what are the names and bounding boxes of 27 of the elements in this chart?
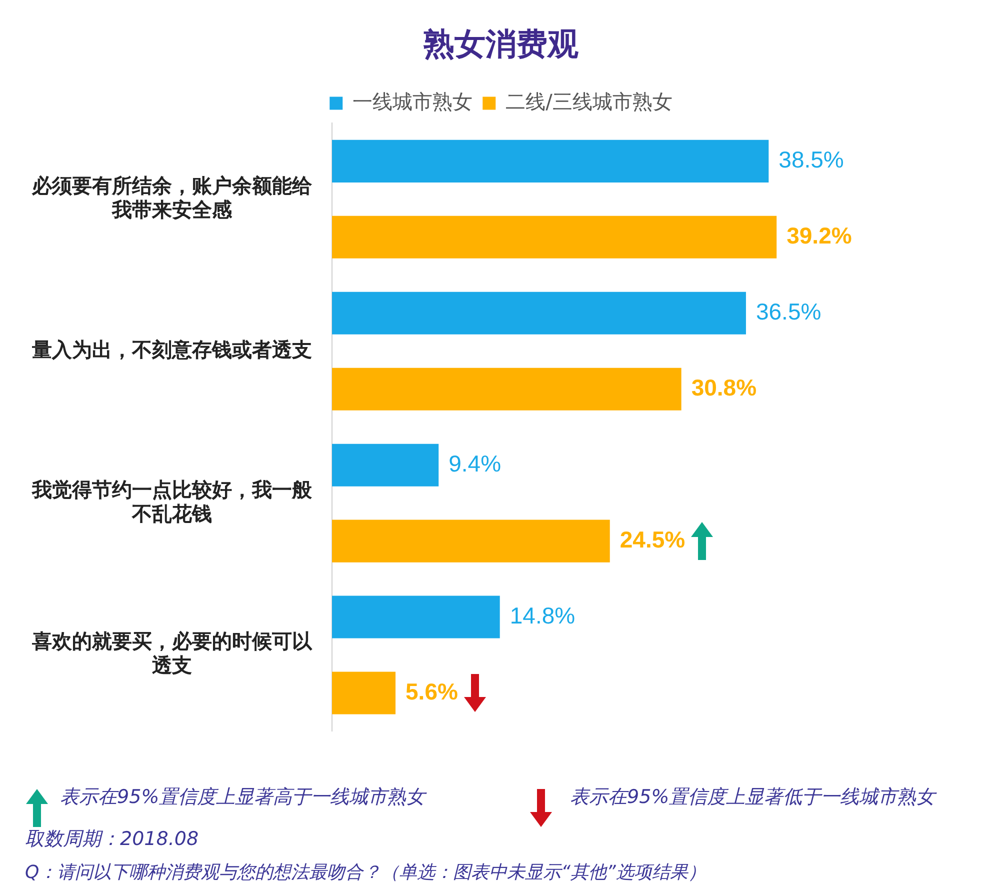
data-label: 38.5%: [778, 146, 844, 173]
text: 表示在95%置信度上显著高于一线城市熟女: [60, 785, 426, 810]
data-label: 39.2%: [786, 222, 852, 249]
bar: [332, 140, 769, 182]
text: Q：请问以下哪种消费观与您的想法最吻合？（单选：图表中未显示“其他”选项结果）: [25, 861, 706, 884]
data-label: 30.8%: [691, 374, 757, 400]
data-label: 9.4%: [448, 450, 502, 476]
y-tick-label: 必须要有所结余，账户余额能给我带来安全感: [31, 173, 313, 222]
bar: [332, 520, 610, 562]
chart-title: 熟女消费观: [422, 26, 578, 63]
bar: [332, 368, 682, 410]
y-tick-label: 喜欢的就要买，必要的时候可以透支: [31, 629, 313, 678]
legend-label: 一线城市熟女: [352, 89, 473, 114]
text: 取数周期：2018.08: [25, 827, 199, 852]
bar: [332, 292, 746, 334]
data-label: 24.5%: [620, 526, 686, 552]
bar: [332, 596, 500, 638]
data-label: 5.6%: [406, 678, 458, 704]
bar: [332, 216, 777, 258]
text: 表示在95%置信度上显著低于一线城市熟女: [570, 785, 936, 810]
y-tick-label: 量入为出，不刻意存钱或者透支: [31, 337, 312, 362]
y-tick-label: 我觉得节约一点比较好，我一般不乱花钱: [31, 477, 313, 526]
data-label: 36.5%: [756, 298, 822, 324]
bar: [332, 444, 439, 486]
bar: [332, 672, 396, 714]
data-label: 14.8%: [510, 602, 576, 628]
legend-label: 二线/三线城市熟女: [506, 89, 672, 114]
